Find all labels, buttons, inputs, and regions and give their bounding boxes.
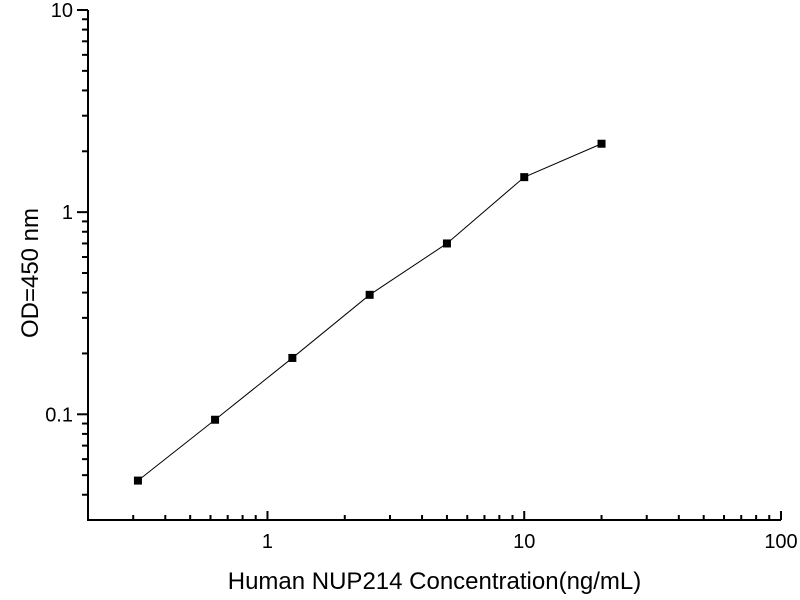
- series-line: [137, 143, 602, 481]
- y-tick-label: 10: [51, 0, 73, 22]
- data-point-marker: [133, 476, 142, 485]
- data-point-marker: [288, 353, 297, 362]
- y-tick-label: 1: [62, 202, 73, 224]
- data-point-marker: [211, 415, 220, 424]
- data-point-marker: [442, 239, 451, 248]
- x-tick-label: 10: [513, 531, 535, 553]
- x-tick-label: 100: [764, 531, 797, 553]
- x-axis-title: Human NUP214 Concentration(ng/mL): [227, 568, 642, 595]
- data-point-marker: [520, 173, 529, 182]
- y-axis-title: OD=450 nm: [17, 207, 44, 339]
- data-point-marker: [597, 139, 606, 148]
- x-tick-label: 1: [262, 531, 273, 553]
- y-tick-label: 0.1: [45, 404, 73, 426]
- data-point-marker: [365, 290, 374, 299]
